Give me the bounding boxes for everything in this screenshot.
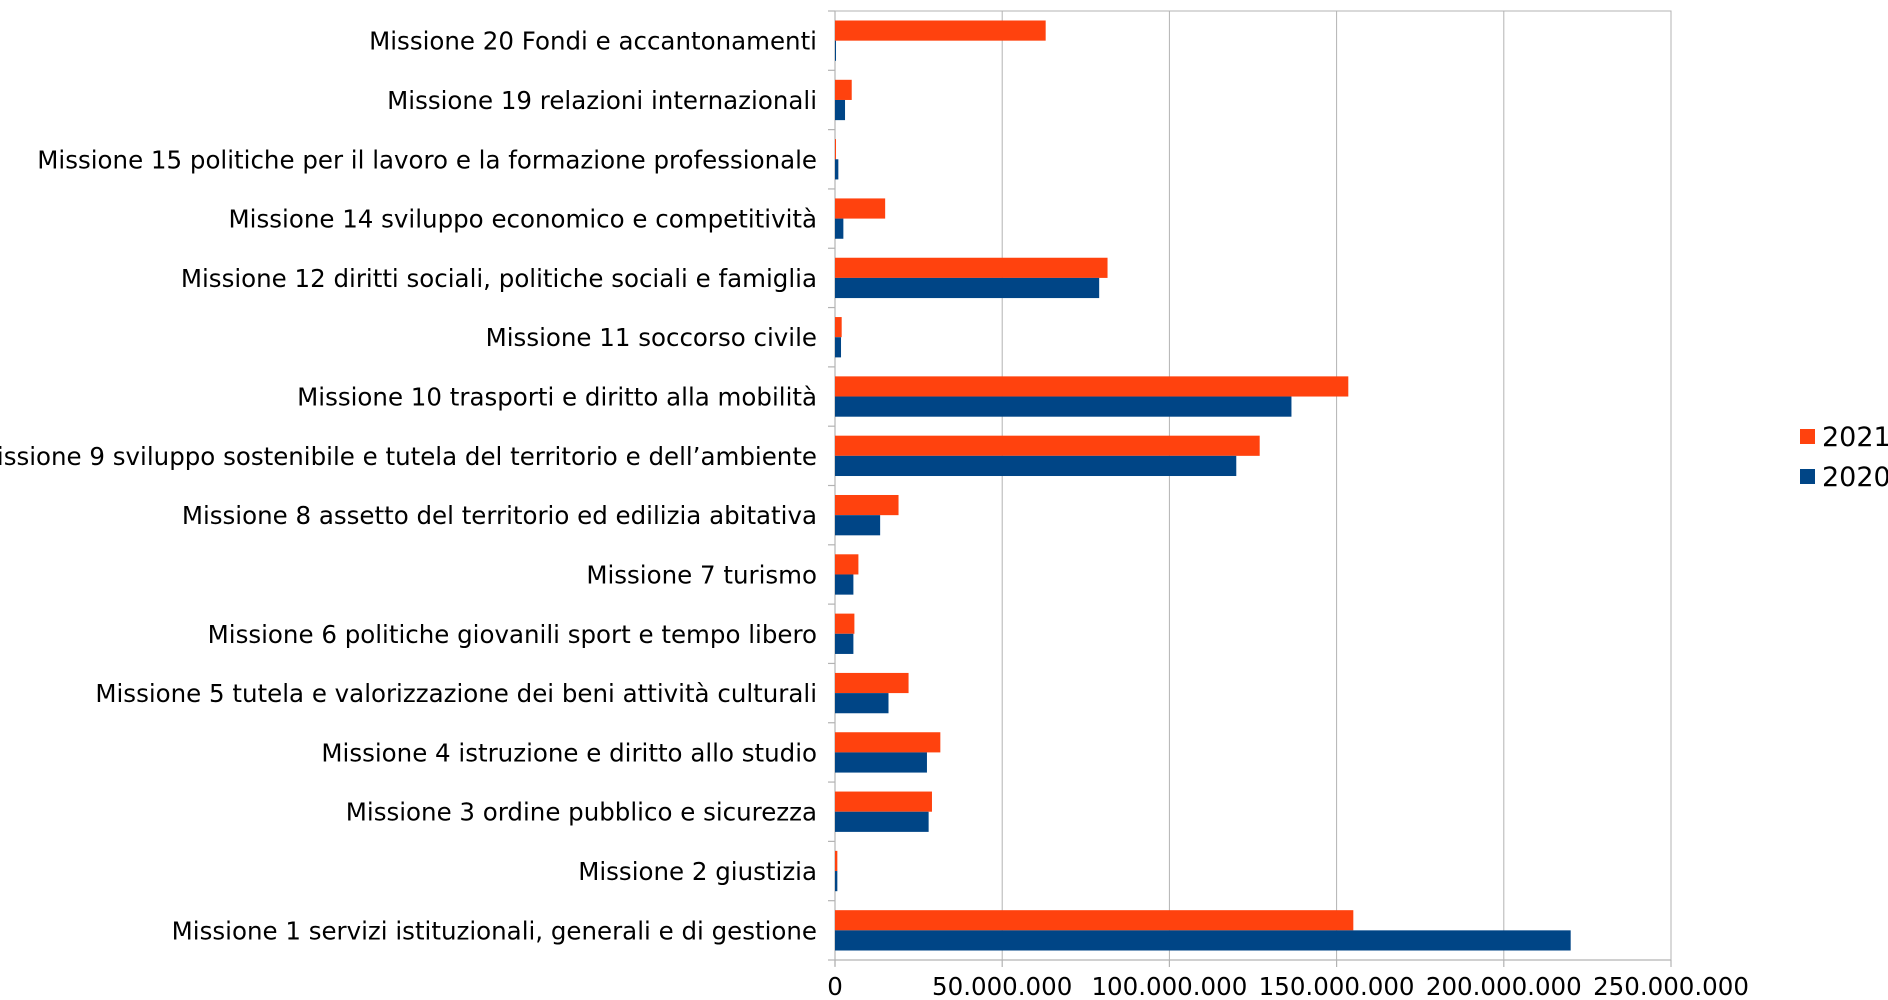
bar-2020 (835, 218, 844, 239)
category-label: Missione 10 trasporti e diritto alla mob… (297, 383, 817, 412)
bar-2021 (835, 20, 1046, 41)
bar-2020 (835, 515, 881, 536)
bar-2020 (835, 574, 854, 595)
category-label: Missione 1 servizi istituzionali, genera… (172, 916, 817, 945)
bar-2021 (835, 317, 842, 338)
bar-2021 (835, 139, 837, 160)
bar-2020 (835, 633, 854, 654)
category-label: Missione 4 istruzione e diritto allo stu… (321, 738, 817, 767)
bar-2020 (835, 396, 1292, 417)
category-label: Missione 7 turismo (586, 560, 817, 589)
x-tick-label: 150.000.000 (1259, 972, 1415, 1000)
x-tick-label: 100.000.000 (1091, 972, 1247, 1000)
bar-2020 (835, 930, 1571, 951)
legend-swatch-2020 (1800, 469, 1815, 484)
category-label: Missione 2 giustizia (578, 857, 817, 886)
bar-2021 (835, 910, 1354, 931)
legend-label: 2020 (1822, 462, 1888, 493)
bar-2021 (835, 613, 855, 634)
bar-2021 (835, 198, 886, 219)
bar-2021 (835, 494, 899, 516)
category-label: Missione 19 relazioni internazionali (387, 86, 817, 115)
bar-2021 (835, 672, 909, 694)
x-tick-label: 250.000.000 (1593, 972, 1749, 1000)
bar-2021 (835, 79, 852, 100)
bar-2020 (835, 871, 838, 892)
bar-2020 (835, 99, 846, 121)
bar-2020 (835, 159, 839, 180)
bar-2021 (835, 554, 859, 575)
x-tick-label: 200.000.000 (1426, 972, 1582, 1000)
bar-2021 (835, 435, 1260, 456)
category-label: Missione 3 ordine pubblico e sicurezza (346, 798, 817, 827)
bar-2021 (835, 376, 1349, 397)
category-label: Missione 20 Fondi e accantonamenti (369, 27, 817, 56)
category-label: Missione 12 diritti sociali, politiche s… (181, 264, 817, 293)
bar-2021 (835, 791, 932, 812)
category-label: Missione 5 tutela e valorizzazione dei b… (95, 679, 817, 708)
bar-2020 (835, 752, 927, 773)
category-label: Missione 9 sviluppo sostenibile e tutela… (0, 442, 817, 471)
category-label: Missione 8 assetto del territorio ed edi… (182, 501, 817, 530)
bar-2021 (835, 257, 1108, 278)
category-label: Missione 15 politiche per il lavoro e la… (37, 145, 817, 174)
legend-label: 2021 (1822, 422, 1888, 453)
legend-swatch-2021 (1800, 429, 1815, 444)
category-label: Missione 6 politiche giovanili sport e t… (208, 620, 817, 649)
bar-2021 (835, 732, 941, 753)
x-tick-label: 50.000.000 (932, 972, 1072, 1000)
bar-2020 (835, 337, 842, 358)
bar-2020 (835, 40, 837, 61)
bar-2020 (835, 455, 1237, 477)
category-label: Missione 14 sviluppo economico e competi… (229, 205, 817, 234)
plot-area (834, 10, 1672, 961)
bar-2021 (835, 850, 838, 872)
category-label: Missione 11 soccorso civile (486, 323, 817, 352)
bar-2020 (835, 693, 889, 714)
x-tick-label: 0 (827, 972, 843, 1000)
bar-2020 (835, 277, 1100, 299)
bar-2020 (835, 811, 929, 832)
